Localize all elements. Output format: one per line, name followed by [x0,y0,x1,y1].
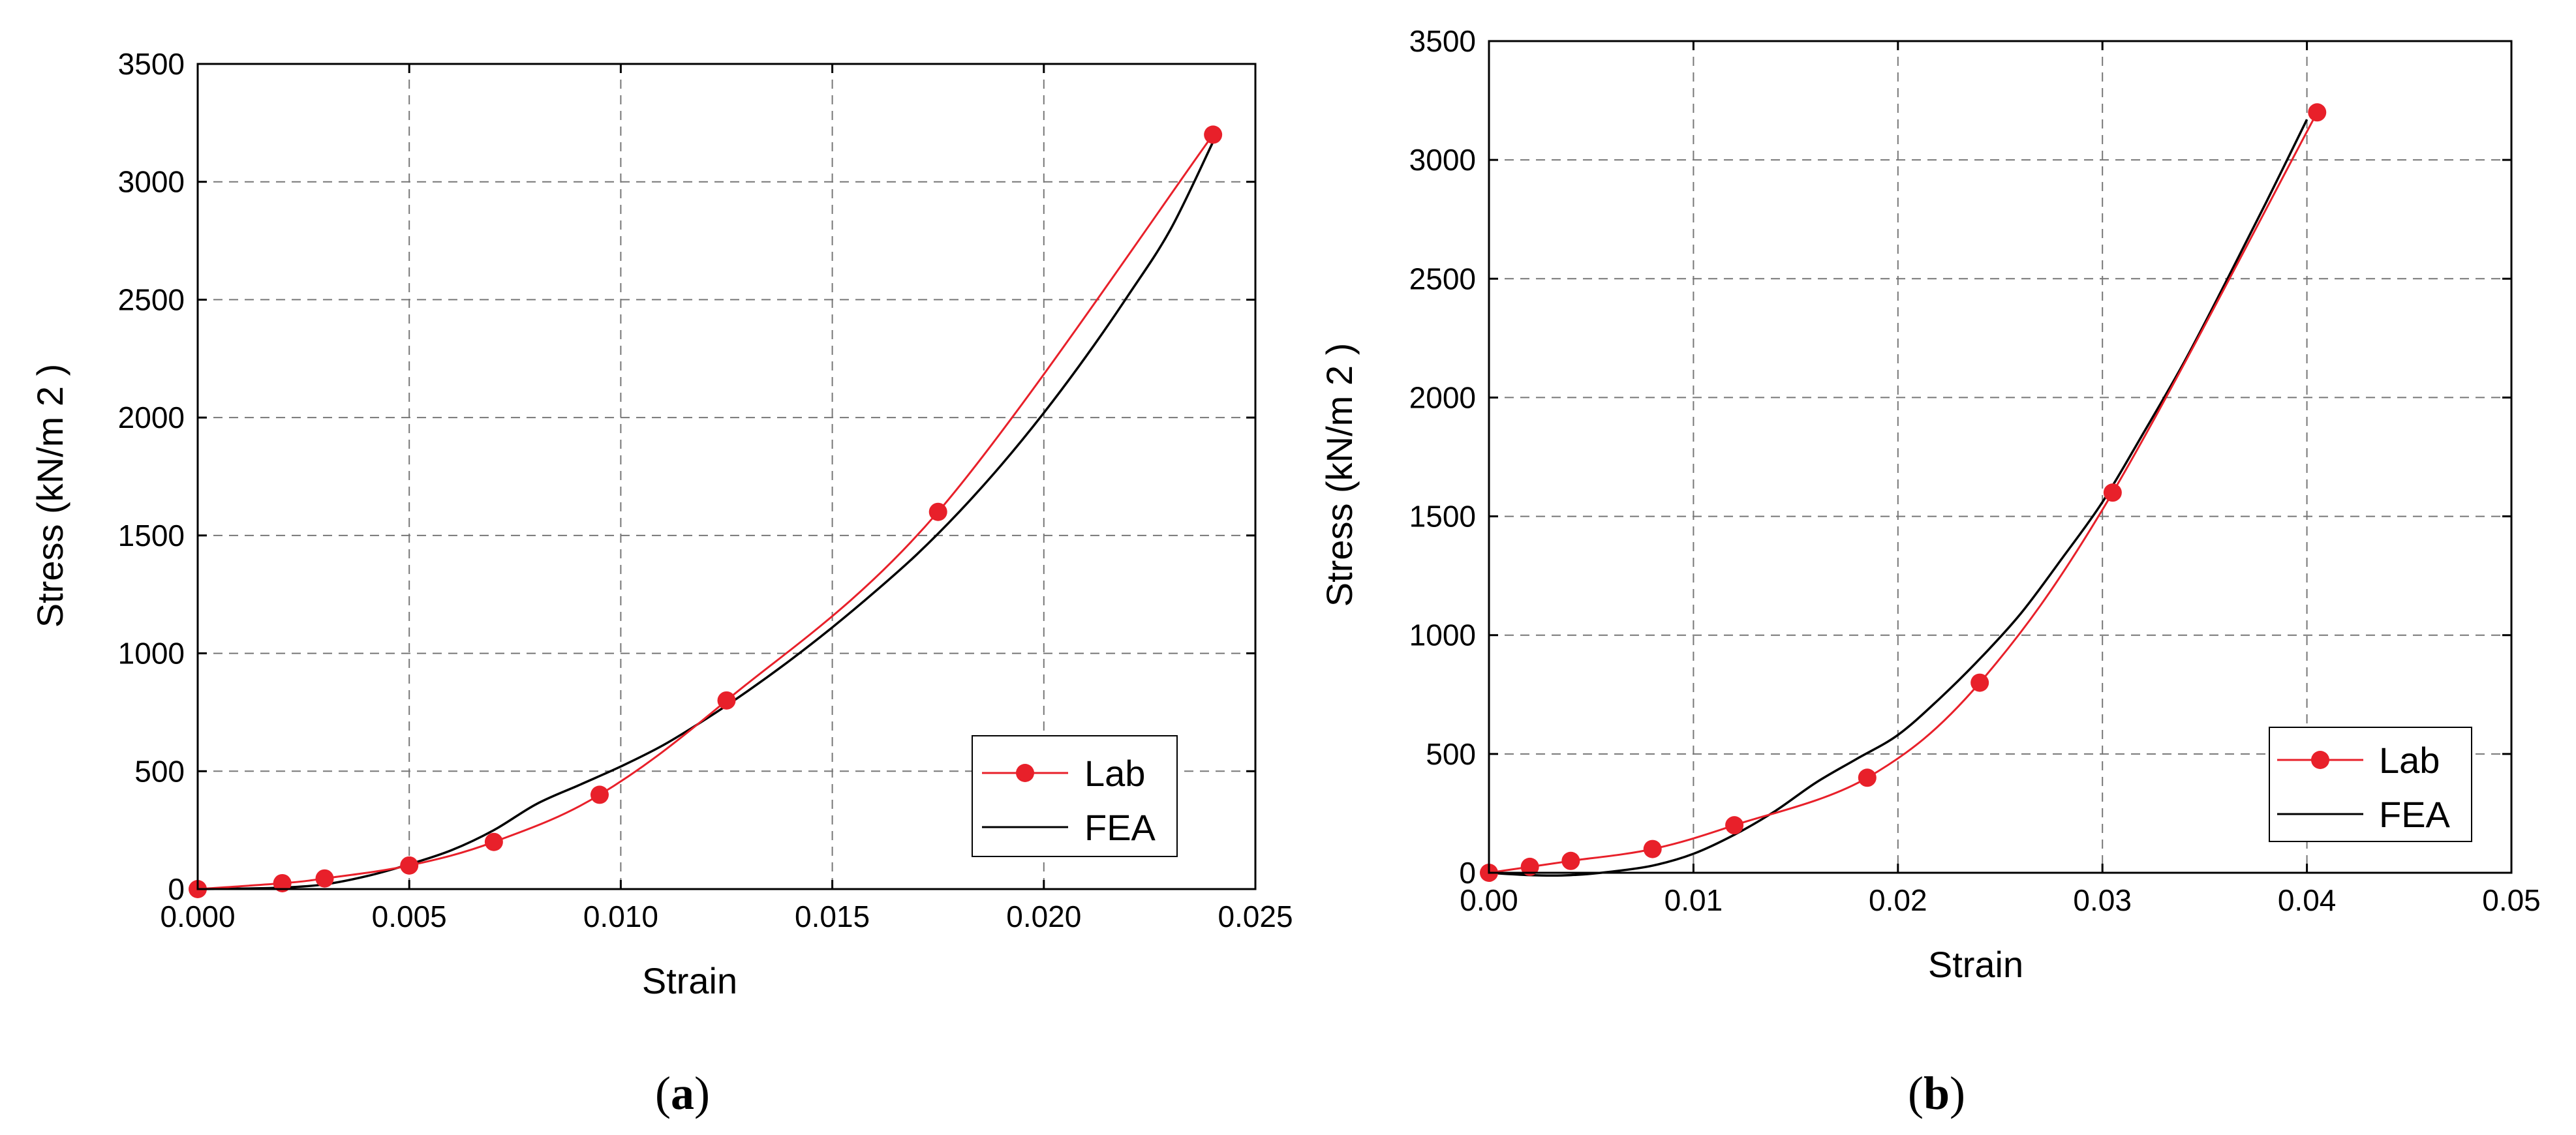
data-point-lab [315,869,334,888]
y-tick-label: 3000 [118,165,185,199]
legend-frame-b [2269,727,2472,842]
data-point-lab [717,691,736,710]
grid-a [198,64,1255,889]
x-axis-label-b: Strain [1928,944,2023,985]
y-tick-label: 2500 [1409,262,1476,295]
y-tick-label: 1500 [118,519,185,552]
y-tick-label: 500 [134,754,185,788]
series-line-lab-b [1488,112,2318,874]
data-point-lab [400,856,419,875]
y-axis-label-a: Stress (kN/m 2 ) [29,364,70,628]
x-tick-label: 0.01 [1664,883,1723,917]
data-point-lab [1970,673,1989,692]
x-axis-label-a: Strain [642,960,737,1001]
y-tick-label: 2500 [118,282,185,316]
x-tick-label: 0.025 [1218,900,1293,933]
caption-b: (b) [1908,1067,1965,1119]
y-axis-label-b: Stress (kN/m 2 ) [1319,343,1360,607]
x-tick-label: 0.00 [1460,883,1518,917]
legend-label-lab-b: Lab [2379,740,2440,781]
x-tick-label: 0.010 [583,900,658,933]
data-point-lab [928,502,947,521]
caption-letter-b: b [1924,1067,1950,1119]
y-tick-label: 3000 [1409,143,1476,177]
series-line-fea-a [197,141,1214,890]
y-tick-label: 2000 [118,401,185,434]
series-a [189,125,1223,898]
x-tick-label: 0.020 [1006,900,1081,933]
legend-b: Lab FEA [2269,727,2472,842]
chart-panel-b: 0.00 0.01 0.02 0.03 0.04 0.05 0 500 1000 1500 2000… [1319,24,2541,1119]
data-point-lab [2103,483,2122,502]
data-point-lab [1725,816,1744,835]
chart-panel-a: 0.000 0.005 0.010 0.015 0.020 0.025 0 500 1000 15… [29,47,1293,1119]
ticks-b [1488,40,2513,874]
series-b [1480,103,2327,882]
plot-frame-a [196,63,1257,890]
x-tick-label: 0.005 [372,900,447,933]
data-point-lab [1204,125,1223,144]
ticks-a [196,63,1257,890]
y-tick-label: 0 [1459,856,1476,890]
y-tick-label: 0 [168,872,185,906]
caption-a: (a) [655,1067,710,1119]
data-point-lab [484,832,503,851]
legend-frame-a [972,735,1178,857]
x-tick-label: 0.05 [2482,883,2541,917]
y-tick-label: 500 [1426,737,1476,771]
legend-a: Lab FEA [972,735,1178,857]
plot-frame-b [1488,40,2513,874]
legend-label-fea-b: FEA [2379,794,2451,835]
data-point-lab [273,873,292,892]
legend-label-lab-a: Lab [1084,753,1145,794]
data-point-lab [1520,857,1539,876]
x-tick-label: 0.000 [160,900,235,933]
x-tick-label: 0.015 [795,900,870,933]
y-tick-label: 3500 [118,47,185,81]
data-point-lab [1858,768,1877,787]
x-tick-label: 0.02 [1869,883,1927,917]
x-tick-label: 0.04 [2278,883,2337,917]
data-point-lab [1561,851,1580,870]
y-tick-label: 1000 [1409,618,1476,652]
legend-marker-lab-b [2311,751,2329,769]
y-tick-label: 3500 [1409,24,1476,58]
y-tick-label: 1000 [118,637,185,671]
tick-labels-b: 0.00 0.01 0.02 0.03 0.04 0.05 0 500 1000 1500 2000… [1409,24,2541,917]
caption-letter-a: a [671,1067,694,1119]
data-point-lab [1643,840,1662,858]
y-tick-label: 1500 [1409,500,1476,534]
x-tick-label: 0.03 [2073,883,2132,917]
legend-marker-lab-a [1016,764,1034,782]
legend-label-fea-a: FEA [1084,807,1156,848]
tick-labels-a: 0.000 0.005 0.010 0.015 0.020 0.025 0 500 1000 15… [118,47,1293,933]
data-point-lab [590,785,609,804]
y-tick-label: 2000 [1409,380,1476,414]
data-point-lab [2308,103,2327,122]
